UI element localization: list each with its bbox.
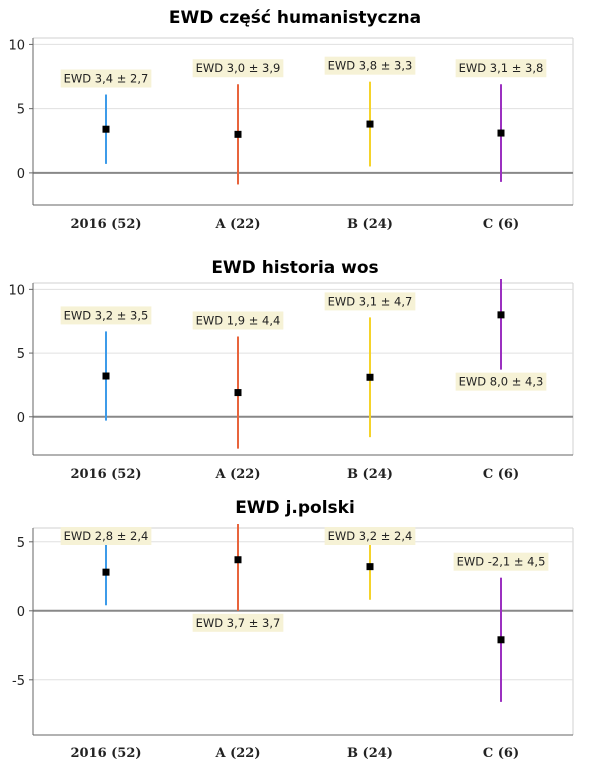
data-label: EWD 2,8 ± 2,4 [60,527,152,545]
data-label-bg [324,56,416,75]
data-point [497,636,505,644]
data-label: EWD 3,1 ± 4,7 [324,292,416,311]
data-label-bg [324,292,416,311]
data-label-bg [455,372,547,391]
chart-title: EWD historia wos [211,258,378,278]
data-point [234,389,242,397]
data-point [366,373,374,381]
category-label: C (6) [483,746,519,761]
y-tick-label: 5 [17,103,25,118]
category-label: 2016 (52) [70,746,141,761]
data-label-text: EWD 8,0 ± 4,3 [459,375,544,389]
data-label-text: EWD 3,1 ± 4,7 [328,294,413,308]
data-label: EWD 3,2 ± 2,4 [324,527,416,545]
category-label: 2016 (52) [70,467,141,482]
y-tick-label: 0 [17,167,25,182]
data-point [497,311,505,319]
chart-title: EWD część humanistyczna [169,8,421,28]
y-tick-label: 5 [17,347,25,362]
data-label-text: EWD 2,8 ± 2,4 [64,529,149,543]
data-label-text: EWD 3,2 ± 3,5 [64,308,149,322]
data-point [366,120,374,128]
data-point [234,556,242,564]
data-label-text: EWD 1,9 ± 4,4 [196,314,281,328]
chart-panel-2: EWD historia wos 0 5 10 EWD 3,2 ± 3,5 2016 (5… [8,258,574,482]
data-label-bg [60,306,152,325]
category-label: B (24) [347,217,393,232]
data-label-text: EWD 3,1 ± 3,8 [459,61,544,75]
y-tick-label: 10 [8,283,25,298]
data-label: EWD 3,2 ± 3,5 [60,306,152,325]
data-label-bg [60,69,152,88]
data-label: EWD 8,0 ± 4,3 [455,372,547,391]
data-label-bg [453,552,549,571]
data-label-bg [60,527,152,545]
data-label: EWD -2,1 ± 4,5 [453,552,549,571]
data-point [497,129,505,137]
data-point [234,130,242,138]
data-label: EWD 3,8 ± 3,3 [324,56,416,75]
y-tick-label: 0 [17,411,25,426]
data-label-text: EWD 3,0 ± 3,9 [196,61,281,75]
category-label: B (24) [347,746,393,761]
data-point [102,372,110,380]
data-label-text: EWD 3,4 ± 2,7 [64,72,149,86]
category-label: A (22) [214,217,260,232]
data-label-text: EWD 3,8 ± 3,3 [328,59,413,73]
data-label-bg [192,613,284,632]
y-tick-label: -5 [12,674,25,689]
y-tick-label: 5 [17,536,25,551]
category-label: B (24) [347,467,393,482]
data-label-text: EWD 3,7 ± 3,7 [196,616,281,630]
category-label: A (22) [214,467,260,482]
data-label: EWD 3,0 ± 3,9 [192,59,284,78]
data-label-bg [324,527,416,545]
data-label: EWD 3,4 ± 2,7 [60,69,152,88]
category-label: A (22) [214,746,260,761]
data-point [102,568,110,576]
data-point [366,563,374,571]
data-label: EWD 3,7 ± 3,7 [192,613,284,632]
data-label: EWD 1,9 ± 4,4 [192,311,284,330]
chart-panel-3: EWD j.polski -5 0 5 EWD 2,8 ± 2,4 2016 (52) EW… [12,498,574,761]
category-label: 2016 (52) [70,217,141,232]
data-label-text: EWD -2,1 ± 4,5 [457,555,546,569]
data-label-bg [192,311,284,330]
y-tick-label: 10 [8,38,25,53]
data-label-bg [192,59,284,78]
data-point [102,125,110,133]
chart-panel-1: EWD część humanistyczna 0 5 10 EWD 3,4 ± 2,7… [8,8,574,232]
y-tick-label: 0 [17,605,25,620]
data-label-bg [455,59,547,78]
data-label-text: EWD 3,2 ± 2,4 [328,529,413,543]
data-label: EWD 3,1 ± 3,8 [455,59,547,78]
chart-title: EWD j.polski [235,498,355,518]
category-label: C (6) [483,467,519,482]
category-label: C (6) [483,217,519,232]
